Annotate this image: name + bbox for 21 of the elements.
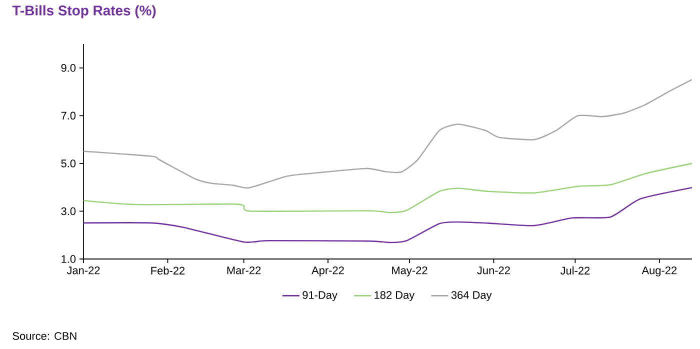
y-tick-label: 3.0 (61, 207, 76, 216)
line-series (82, 162, 693, 214)
y-tick-label: 1.0 (62, 255, 76, 263)
x-tick-label: Jun-22 (477, 266, 510, 274)
x-tick-label: Jan-22 (66, 266, 100, 274)
y-tick-label: 5.0 (61, 160, 76, 168)
x-tick-label: Aug-22 (642, 266, 677, 276)
y-tick-label: 7.0 (61, 112, 76, 120)
x-tick-label: Apr-22 (312, 266, 344, 276)
legend-label: 364 Day (451, 291, 492, 302)
line-series (82, 186, 693, 244)
x-tick-label: Jul-22 (560, 266, 590, 275)
legend-label: 182 Day (374, 291, 415, 302)
legend-label: 91-Day (302, 291, 338, 302)
x-tick-label: May-22 (392, 266, 428, 276)
chart-title: T-Bills Stop Rates (%) (12, 5, 156, 18)
source-note: Source: CBN (12, 332, 76, 340)
x-tick-label: Mar-22 (227, 266, 261, 274)
y-tick-label: 9.0 (61, 64, 76, 72)
line-series (82, 78, 693, 188)
x-tick-label: Feb-22 (151, 266, 185, 275)
